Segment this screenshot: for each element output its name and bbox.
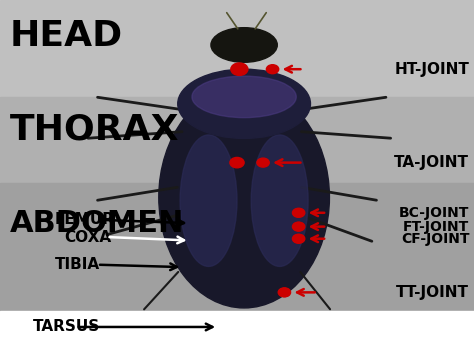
Circle shape	[292, 234, 305, 243]
Text: THORAX: THORAX	[9, 113, 179, 147]
Circle shape	[257, 158, 269, 167]
Text: HEAD: HEAD	[9, 19, 123, 53]
Bar	[0, 311, 474, 346]
Text: TT-JOINT: TT-JOINT	[396, 285, 469, 300]
Ellipse shape	[251, 135, 308, 266]
Text: COXA: COXA	[64, 229, 111, 245]
Circle shape	[292, 222, 305, 231]
Text: CF-JOINT: CF-JOINT	[401, 232, 469, 246]
Text: FEMUR: FEMUR	[55, 212, 115, 227]
Circle shape	[230, 157, 244, 168]
Circle shape	[278, 288, 291, 297]
Ellipse shape	[211, 28, 277, 62]
Bar	[0, 0, 474, 97]
Text: TA-JOINT: TA-JOINT	[394, 155, 469, 170]
Circle shape	[293, 209, 304, 217]
Ellipse shape	[180, 135, 237, 266]
Text: TARSUS: TARSUS	[33, 319, 100, 335]
Bar	[0, 97, 474, 183]
Ellipse shape	[178, 69, 310, 138]
Circle shape	[293, 235, 304, 243]
Text: HT-JOINT: HT-JOINT	[394, 62, 469, 77]
Circle shape	[231, 63, 248, 75]
Ellipse shape	[159, 86, 329, 308]
Text: ABDOMEN: ABDOMEN	[9, 209, 184, 238]
Ellipse shape	[192, 76, 296, 118]
Text: TIBIA: TIBIA	[55, 257, 100, 272]
Text: BC-JOINT: BC-JOINT	[399, 206, 469, 220]
Text: FT-JOINT: FT-JOINT	[403, 220, 469, 234]
Circle shape	[279, 288, 290, 297]
Circle shape	[266, 65, 279, 74]
Bar	[0, 183, 474, 311]
Circle shape	[293, 222, 304, 231]
Circle shape	[292, 208, 305, 217]
